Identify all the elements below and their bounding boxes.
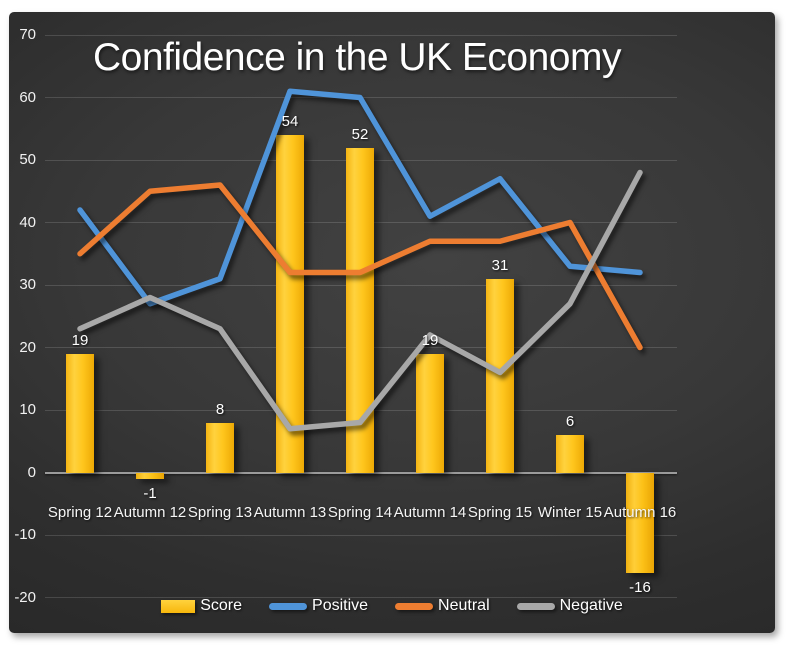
gridline-60 [45, 97, 677, 98]
legend-label-score: Score [200, 597, 243, 614]
legend: Score Positive Neutral Negative [9, 597, 775, 615]
line-series-layer [77, 88, 643, 432]
y-tick-label-30: 30 [19, 276, 36, 293]
legend-item-negative: Negative [516, 597, 623, 615]
chart-panel: 70 60 50 40 30 20 10 0 -10 -20 19 -1 8 54 52 19 31 6 -16 … [9, 12, 775, 633]
y-tick-label-60: 60 [19, 88, 36, 106]
y-tick-label--10: -10 [14, 526, 36, 543]
legend-item-neutral: Neutral [395, 597, 490, 615]
category-label-spring-13: Spring 13 [187, 504, 253, 521]
data-label-winter-15: 6 [565, 413, 575, 430]
data-label-spring-15: 31 [491, 256, 509, 274]
bar-autumn-12 [136, 472, 164, 479]
bar-autumn-16 [626, 472, 654, 573]
y-tick-label-70: 70 [19, 26, 36, 43]
legend-swatch-negative-line-icon [516, 602, 555, 610]
bar-spring-12 [66, 353, 94, 473]
chart-title: Confidence in the UK Economy [93, 36, 621, 79]
data-label-autumn-16: -16 [629, 578, 651, 596]
legend-swatch-score-bar-icon [161, 599, 196, 613]
data-label-autumn-13: 54 [281, 113, 299, 130]
data-label-spring-12: 19 [71, 331, 89, 349]
data-label-autumn-12: -1 [143, 484, 157, 502]
bar-winter-15 [556, 435, 584, 473]
legend-label-positive: Positive [312, 597, 369, 614]
legend-item-score: Score [161, 597, 242, 615]
y-tick-label-10: 10 [19, 401, 36, 418]
bar-autumn-13 [276, 135, 304, 473]
category-label-autumn-16: Autumn 16 [603, 504, 677, 521]
legend-swatch-neutral-line-icon [395, 602, 434, 610]
category-label-spring-14: Spring 14 [327, 504, 393, 521]
legend-item-positive: Positive [269, 597, 368, 615]
category-label-spring-15: Spring 15 [467, 504, 533, 521]
y-tick-label-40: 40 [19, 213, 36, 231]
category-label-spring-12: Spring 12 [47, 504, 113, 521]
legend-label-negative: Negative [559, 597, 623, 614]
category-label-autumn-13: Autumn 13 [253, 504, 327, 521]
data-label-spring-13: 8 [215, 400, 225, 418]
data-label-spring-14: 52 [351, 125, 369, 143]
y-tick-label-20: 20 [19, 338, 36, 356]
bar-spring-15 [486, 278, 514, 473]
data-label-autumn-14: 19 [421, 331, 439, 349]
legend-swatch-positive-line-icon [269, 602, 308, 610]
y-tick-label-0: 0 [27, 463, 36, 481]
bar-spring-13 [206, 422, 234, 473]
y-tick-label--20: -20 [14, 588, 36, 606]
zero-axis-line [45, 471, 677, 474]
gridline-70 [45, 34, 677, 36]
legend-label-neutral: Neutral [438, 597, 490, 614]
y-tick-label-50: 50 [19, 151, 36, 168]
category-label-winter-15: Winter 15 [537, 504, 603, 521]
gridline--10 [45, 534, 677, 536]
category-label-autumn-12: Autumn 12 [113, 504, 187, 521]
bar-spring-14 [346, 147, 374, 473]
bar-autumn-14 [416, 353, 444, 473]
category-label-autumn-14: Autumn 14 [393, 504, 467, 521]
gridline--20 [45, 597, 677, 598]
